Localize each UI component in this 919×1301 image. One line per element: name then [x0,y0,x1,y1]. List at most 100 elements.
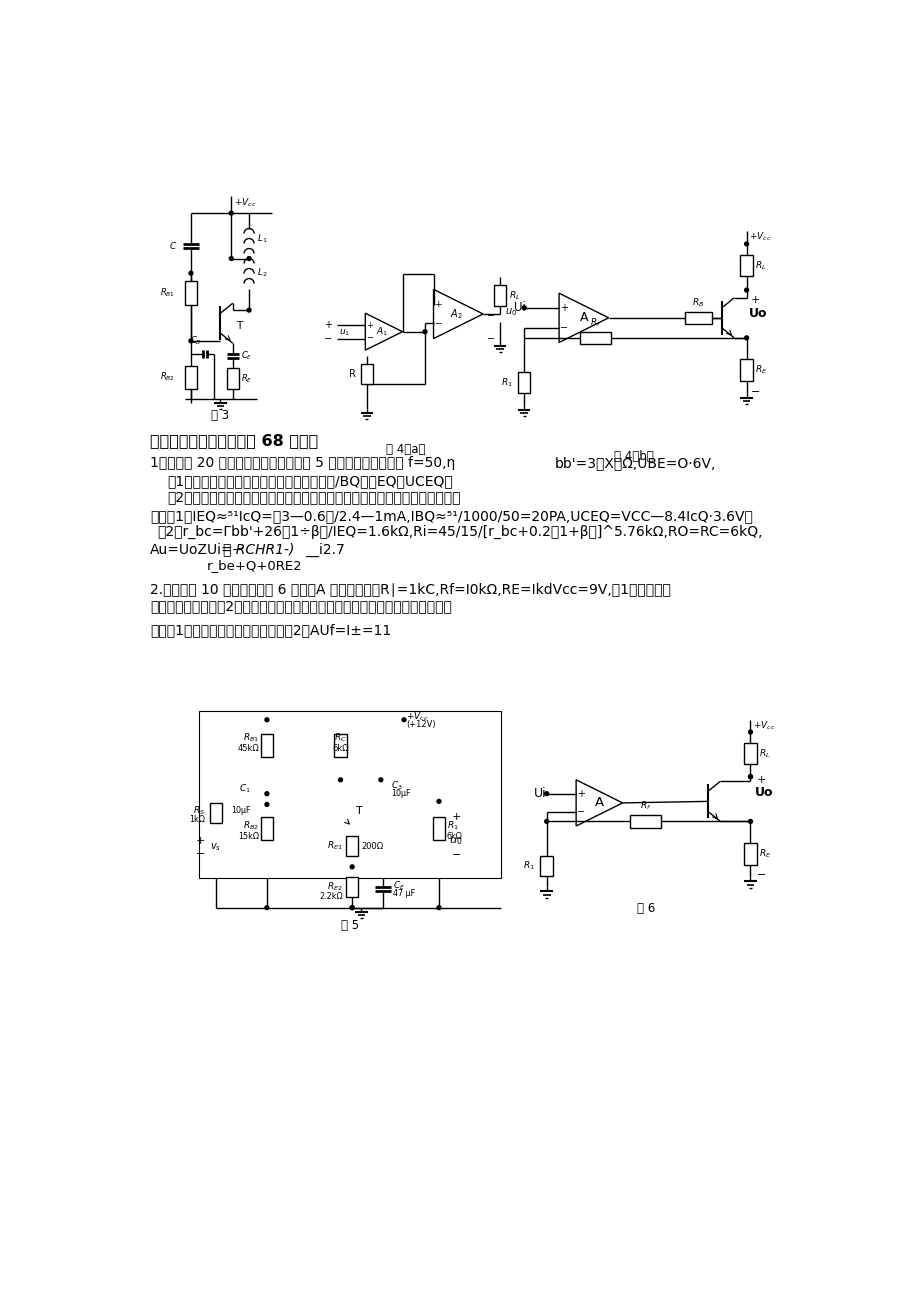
Text: $R_E$: $R_E$ [754,364,766,376]
Text: $R_C$: $R_C$ [334,732,346,744]
Text: (+12V): (+12V) [406,719,436,729]
Bar [334,734,346,757]
Circle shape [338,778,342,782]
Text: Ui: Ui [514,302,526,315]
Bar [346,877,358,896]
Text: $L_1$: $L_1$ [256,233,267,245]
Text: 图 6: 图 6 [636,903,654,915]
Circle shape [437,799,440,803]
Text: $R_{E2}$: $R_{E2}$ [327,881,343,892]
Bar [630,816,661,827]
Text: 6kΩ: 6kΩ [447,831,462,840]
Circle shape [544,820,548,824]
Bar [743,843,756,865]
Bar [226,368,239,389]
Text: A: A [579,311,587,324]
Text: $R_{B2}$: $R_{B2}$ [243,820,259,833]
Text: A: A [595,796,603,809]
Circle shape [265,792,268,796]
Text: +: + [366,321,372,330]
Text: $R_{B1}$: $R_{B1}$ [243,732,259,744]
Text: 如 RCHR1-): 如 RCHR1-) [223,543,295,557]
Text: Uo: Uo [748,307,766,320]
Text: −: − [486,311,494,321]
Bar [199,710,501,878]
Text: 1（本小题 20 分）放大电路及参数如图 5 所示。其中，管子的 f=50,η: 1（本小题 20 分）放大电路及参数如图 5 所示。其中，管子的 f=50,η [150,457,455,471]
Circle shape [265,803,268,807]
Text: Ui: Ui [533,787,546,800]
Circle shape [544,792,548,796]
Text: $R_f$: $R_f$ [640,800,651,812]
Text: $C_B$: $C_B$ [189,334,201,347]
Bar [684,312,711,324]
Text: +: + [576,788,584,799]
Text: 图 4（a）: 图 4（a） [385,444,425,457]
Text: 图 3: 图 3 [211,409,229,422]
Text: 2.2kΩ: 2.2kΩ [319,891,343,900]
Text: $v_s$: $v_s$ [210,840,221,852]
Text: __i2.7: __i2.7 [304,543,345,557]
Text: +: + [750,295,759,306]
Bar [517,372,530,393]
Text: +: + [323,320,332,329]
Text: 45kΩ: 45kΩ [237,744,259,753]
Circle shape [743,242,748,246]
Text: 6kΩ: 6kΩ [332,744,348,753]
Text: $u_0$: $u_0$ [505,307,516,319]
Text: $R_L$: $R_L$ [508,289,519,302]
Circle shape [350,905,354,909]
Circle shape [743,336,748,340]
Text: 图 5: 图 5 [340,920,358,933]
Text: −: − [196,848,205,859]
Circle shape [437,905,440,909]
Circle shape [423,329,426,333]
Text: bb'=3（X）Ω,UBE=O·6V,: bb'=3（X）Ω,UBE=O·6V, [554,457,715,471]
Text: $u_1$: $u_1$ [338,328,350,338]
Text: $R_L$: $R_L$ [758,747,769,760]
Bar [494,285,505,306]
Circle shape [265,905,268,909]
Text: −: − [323,333,332,343]
Text: 图 4（b）: 图 4（b） [614,450,653,463]
Text: −: − [756,870,766,881]
Circle shape [402,718,405,722]
Text: $+V_{cc}$: $+V_{cc}$ [233,196,255,209]
Circle shape [265,718,268,722]
Text: −: − [451,851,460,860]
Text: +: + [756,775,766,785]
Text: 解：（1）交直流电压串联负反馈；（2）AUf=I±=11: 解：（1）交直流电压串联负反馈；（2）AUf=I±=11 [150,623,391,636]
Bar [432,817,445,840]
Circle shape [743,289,748,291]
Text: $R_{E1}$: $R_{E1}$ [327,839,343,852]
Circle shape [522,306,526,310]
Circle shape [748,820,752,824]
Text: $L_2$: $L_2$ [256,267,267,280]
Text: $A_1$: $A_1$ [376,325,388,338]
Circle shape [379,778,382,782]
Text: $C_E$: $C_E$ [240,349,252,362]
Text: 所属的反馈组态；（2）在深度负反馈条件下，近似计算此电路的电压放大倍数。: 所属的反馈组态；（2）在深度负反馈条件下，近似计算此电路的电压放大倍数。 [150,600,451,614]
Text: +: + [559,303,567,312]
Circle shape [188,271,193,275]
Text: 2.（本小题 10 分）电路如图 6 所示，A 为理想运放，R∣=1kC,Rf=I0kΩ,RE=IkdVcc=9V,（1）判断电路: 2.（本小题 10 分）电路如图 6 所示，A 为理想运放，R∣=1kC,Rf=… [150,583,670,597]
Bar [360,364,373,384]
Text: +: + [434,301,441,310]
Text: $R_1$: $R_1$ [523,860,535,872]
Text: 200Ω: 200Ω [361,842,383,851]
Bar [260,817,273,840]
Text: 47 μF: 47 μF [392,890,414,898]
Bar [260,734,273,757]
Bar [740,359,752,381]
Text: −: − [366,333,372,342]
Text: r_be+Q+0RE2: r_be+Q+0RE2 [206,559,301,572]
Text: $R_f$: $R_f$ [589,316,600,329]
Text: 15kΩ: 15kΩ [238,831,259,840]
Text: Au=UoZUi=--: Au=UoZUi=-- [150,543,243,557]
Text: $C_{}$: $C_{}$ [168,241,176,250]
Circle shape [188,340,193,343]
Circle shape [748,730,752,734]
Text: 解：（1）IEQ≈⁵¹IcQ=（3—0.6）/2.4—1mA,IBQ≈⁵¹/1000/50=20PA,UCEQ=VCC—8.4IcQ·3.6V；: 解：（1）IEQ≈⁵¹IcQ=（3—0.6）/2.4—1mA,IBQ≈⁵¹/10… [150,509,752,523]
Text: −: − [559,323,567,333]
Text: $R_{B2}$: $R_{B2}$ [160,371,176,384]
Circle shape [748,775,752,779]
